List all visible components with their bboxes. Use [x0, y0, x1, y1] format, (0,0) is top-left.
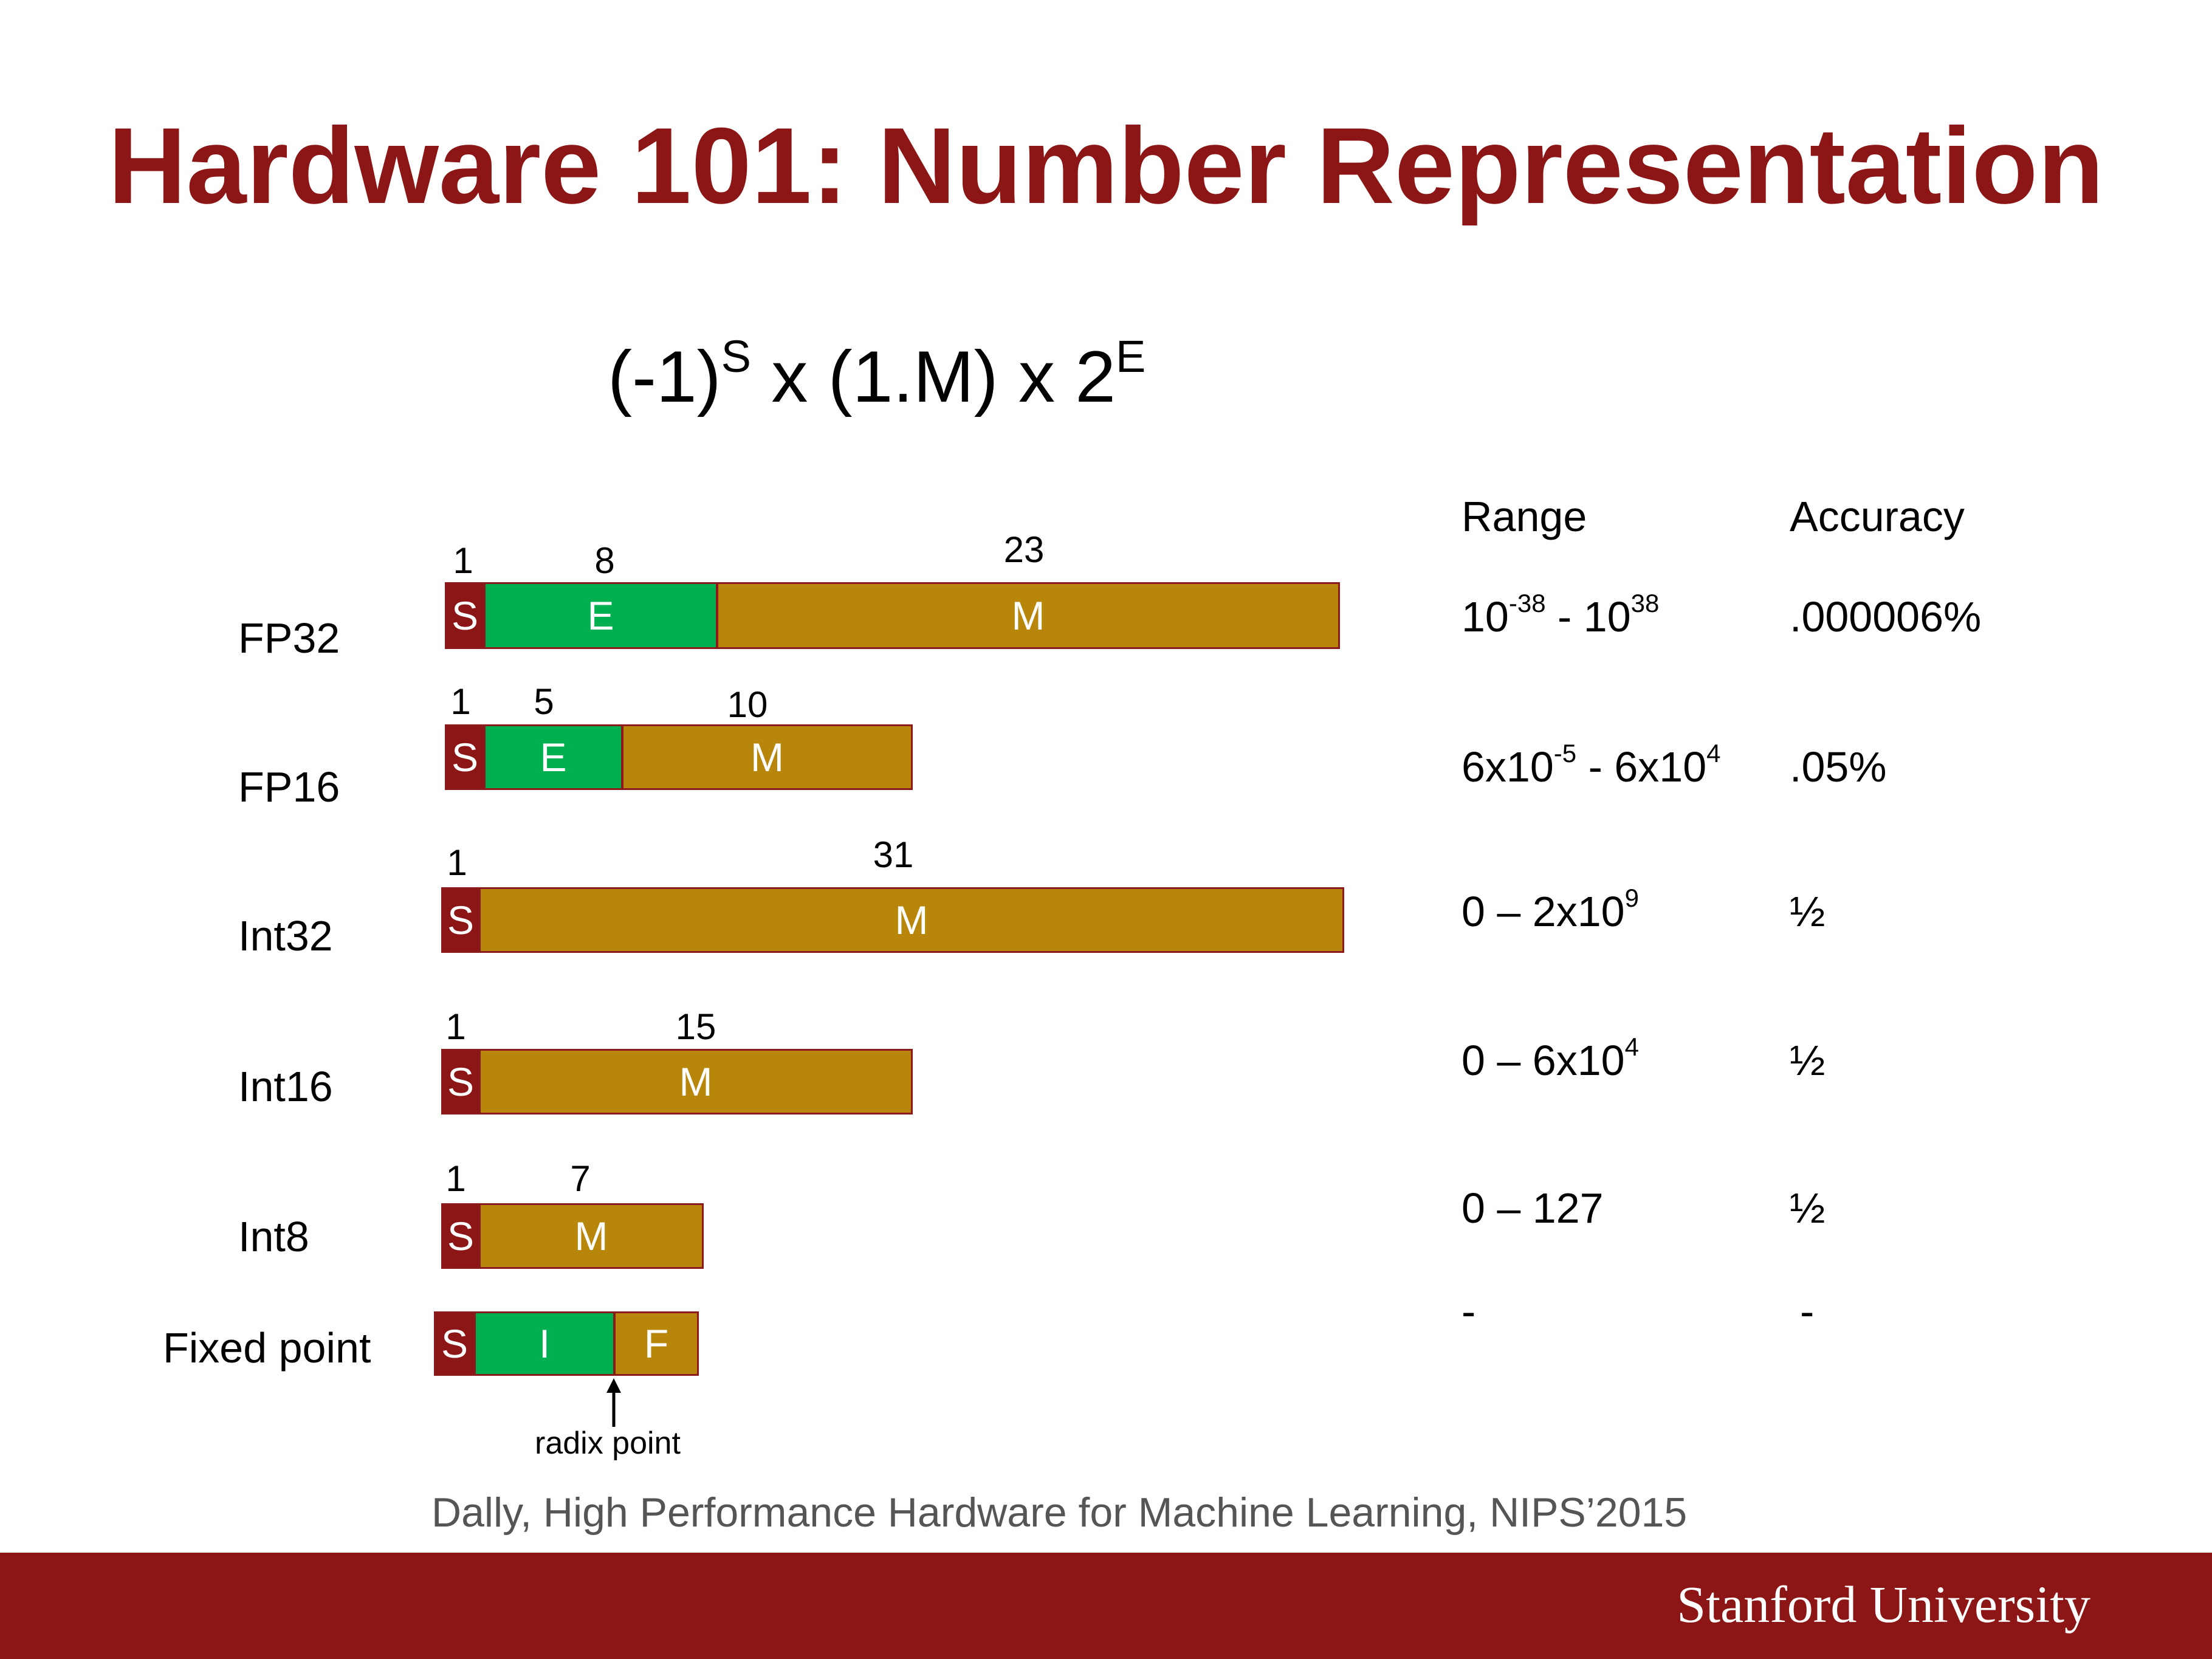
formula-sign-exponent: S — [721, 331, 751, 382]
sign-field-int8: S — [441, 1203, 480, 1269]
accuracy-fp32: .000006% — [1790, 593, 1982, 641]
sign-field-fp32: S — [445, 582, 485, 649]
bits-sign-fp32: 1 — [453, 540, 473, 581]
slide-title: Hardware 101: Number Representation — [108, 105, 2104, 226]
mantissa-field-int8: M — [479, 1203, 704, 1269]
range-header: Range — [1461, 493, 1587, 540]
formula-exponent: E — [1116, 331, 1146, 382]
exponent-field-fp32: E — [484, 582, 718, 649]
bits-sign-int8: 1 — [445, 1158, 466, 1199]
format-label-fp16: FP16 — [238, 763, 340, 811]
sign-field-int16: S — [441, 1049, 480, 1115]
radix-point-arrow-icon — [606, 1378, 621, 1427]
accuracy-int16: ½ — [1790, 1037, 1826, 1084]
range-int8: 0 – 127 — [1461, 1184, 1604, 1232]
footer-logo-text: Stanford University — [1677, 1575, 2090, 1633]
format-label-int16: Int16 — [238, 1063, 333, 1110]
bits-sign-fp16: 1 — [450, 681, 471, 722]
formula-base: (-1) — [608, 336, 721, 417]
range-int32: 0 – 2x109 — [1461, 884, 1639, 935]
accuracy-header: Accuracy — [1790, 493, 1965, 540]
radix-point-label: radix point — [535, 1426, 681, 1461]
mantissa-field-fp32: M — [716, 582, 1340, 649]
bits-mantissa-fp32: 23 — [1003, 529, 1045, 570]
sign-field-fp16: S — [445, 724, 485, 790]
mantissa-field-fp16: M — [622, 724, 913, 790]
accuracy-int32: ½ — [1790, 888, 1826, 935]
bits-mantissa-int8: 7 — [570, 1158, 591, 1199]
bits-exponent-fp32: 8 — [594, 540, 615, 581]
range-int16: 0 – 6x104 — [1461, 1032, 1639, 1084]
range-fp16: 6x10-5 - 6x104 — [1461, 739, 1721, 791]
formula-middle: x (1.M) x 2 — [771, 336, 1116, 417]
float-formula: (-1)S x (1.M) x 2E — [608, 334, 1146, 414]
accuracy-int8: ½ — [1790, 1184, 1826, 1232]
format-label-fp32: FP32 — [238, 614, 340, 662]
format-label-int32: Int32 — [238, 912, 333, 960]
format-label-int8: Int8 — [238, 1213, 309, 1260]
accuracy-fp16: .05% — [1790, 743, 1887, 791]
range-fixed-point: - — [1461, 1288, 1476, 1335]
format-label-fixed-point: Fixed point — [163, 1324, 371, 1372]
bits-exponent-fp16: 5 — [534, 681, 554, 722]
range-fp32: 10-38 - 1038 — [1461, 589, 1660, 641]
bits-mantissa-int16: 15 — [675, 1006, 716, 1047]
mantissa-field-int32: M — [479, 887, 1344, 953]
bits-sign-int32: 1 — [447, 842, 467, 883]
citation-caption: Dally, High Performance Hardware for Mac… — [431, 1489, 1688, 1536]
exponent-field-fp16: E — [484, 724, 623, 790]
sign-field-int32: S — [441, 887, 480, 953]
accuracy-fixed-point: - — [1800, 1288, 1815, 1335]
bits-sign-int16: 1 — [445, 1006, 466, 1047]
sign-field-fixed-point: S — [434, 1311, 475, 1376]
integer-field-fixed-point: I — [474, 1311, 615, 1376]
mantissa-field-int16: M — [479, 1049, 913, 1115]
fraction-field-fixed-point: F — [614, 1311, 699, 1376]
bits-mantissa-int32: 31 — [873, 834, 914, 875]
footer-bar — [0, 1553, 2212, 1659]
bits-mantissa-fp16: 10 — [727, 684, 768, 725]
